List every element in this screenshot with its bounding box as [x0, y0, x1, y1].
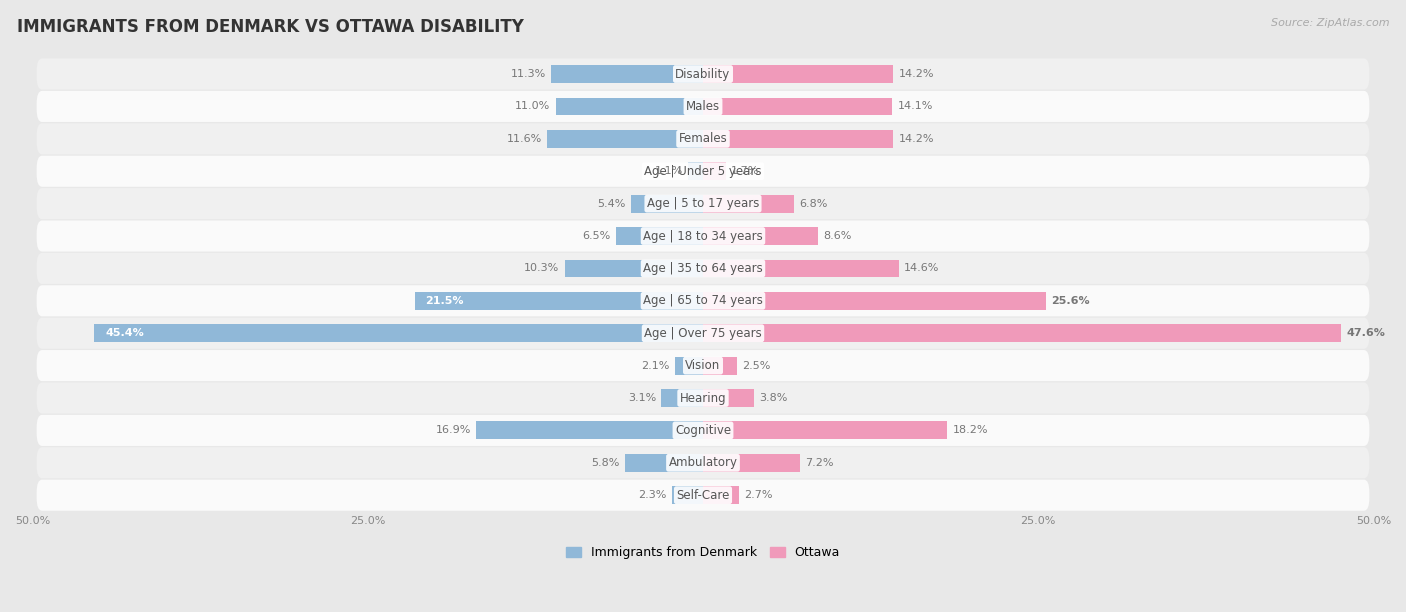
Text: Age | Over 75 years: Age | Over 75 years — [644, 327, 762, 340]
FancyBboxPatch shape — [37, 220, 1369, 252]
Bar — [661, 389, 703, 407]
Bar — [689, 162, 703, 180]
Text: Age | 18 to 34 years: Age | 18 to 34 years — [643, 230, 763, 242]
Text: 6.5%: 6.5% — [582, 231, 610, 241]
Bar — [555, 97, 703, 115]
Bar — [616, 227, 703, 245]
Text: Age | Under 5 years: Age | Under 5 years — [644, 165, 762, 177]
Legend: Immigrants from Denmark, Ottawa: Immigrants from Denmark, Ottawa — [561, 541, 845, 564]
Text: 10.3%: 10.3% — [524, 263, 560, 274]
Text: 6.8%: 6.8% — [800, 199, 828, 209]
FancyBboxPatch shape — [37, 155, 1369, 187]
Text: 47.6%: 47.6% — [1347, 328, 1385, 338]
Text: 14.2%: 14.2% — [898, 69, 934, 79]
Bar — [94, 324, 703, 342]
Text: 3.8%: 3.8% — [759, 393, 787, 403]
Text: 1.7%: 1.7% — [731, 166, 759, 176]
Text: Vision: Vision — [685, 359, 721, 372]
Bar — [703, 422, 948, 439]
Text: Self-Care: Self-Care — [676, 489, 730, 502]
Text: 7.2%: 7.2% — [804, 458, 834, 468]
Text: IMMIGRANTS FROM DENMARK VS OTTAWA DISABILITY: IMMIGRANTS FROM DENMARK VS OTTAWA DISABI… — [17, 18, 524, 36]
Text: 8.6%: 8.6% — [824, 231, 852, 241]
FancyBboxPatch shape — [37, 285, 1369, 316]
Text: Ambulatory: Ambulatory — [668, 457, 738, 469]
Text: 18.2%: 18.2% — [952, 425, 988, 435]
Bar — [703, 454, 800, 472]
Bar — [703, 292, 1046, 310]
FancyBboxPatch shape — [37, 382, 1369, 414]
Bar — [703, 195, 794, 212]
Bar — [703, 389, 754, 407]
Text: 11.3%: 11.3% — [510, 69, 546, 79]
Bar — [631, 195, 703, 212]
Text: 5.8%: 5.8% — [592, 458, 620, 468]
Bar — [703, 65, 893, 83]
Bar — [703, 130, 893, 147]
Bar — [703, 487, 740, 504]
FancyBboxPatch shape — [37, 188, 1369, 219]
Text: 2.1%: 2.1% — [641, 360, 669, 371]
Bar — [565, 259, 703, 277]
Text: Males: Males — [686, 100, 720, 113]
Text: 14.6%: 14.6% — [904, 263, 939, 274]
FancyBboxPatch shape — [37, 318, 1369, 349]
Text: Age | 35 to 64 years: Age | 35 to 64 years — [643, 262, 763, 275]
Text: 2.3%: 2.3% — [638, 490, 666, 500]
Text: 21.5%: 21.5% — [426, 296, 464, 306]
Text: 1.1%: 1.1% — [655, 166, 683, 176]
Text: 14.2%: 14.2% — [898, 134, 934, 144]
Text: Source: ZipAtlas.com: Source: ZipAtlas.com — [1271, 18, 1389, 28]
Text: 14.1%: 14.1% — [897, 102, 932, 111]
FancyBboxPatch shape — [37, 123, 1369, 154]
Bar — [703, 259, 898, 277]
Bar — [703, 324, 1341, 342]
Text: Hearing: Hearing — [679, 392, 727, 405]
Text: Disability: Disability — [675, 67, 731, 81]
Bar — [626, 454, 703, 472]
Bar — [703, 357, 737, 375]
Bar — [415, 292, 703, 310]
Text: 11.6%: 11.6% — [506, 134, 543, 144]
Text: 2.7%: 2.7% — [745, 490, 773, 500]
FancyBboxPatch shape — [37, 447, 1369, 479]
Text: Age | 5 to 17 years: Age | 5 to 17 years — [647, 197, 759, 210]
Bar — [672, 487, 703, 504]
Bar — [703, 162, 725, 180]
Bar — [675, 357, 703, 375]
Text: 45.4%: 45.4% — [105, 328, 143, 338]
FancyBboxPatch shape — [37, 480, 1369, 511]
Text: 25.6%: 25.6% — [1052, 296, 1090, 306]
Text: Age | 65 to 74 years: Age | 65 to 74 years — [643, 294, 763, 307]
FancyBboxPatch shape — [37, 415, 1369, 446]
Text: 16.9%: 16.9% — [436, 425, 471, 435]
FancyBboxPatch shape — [37, 253, 1369, 284]
Bar — [547, 130, 703, 147]
Text: 3.1%: 3.1% — [628, 393, 657, 403]
Bar — [551, 65, 703, 83]
Text: 5.4%: 5.4% — [598, 199, 626, 209]
Bar — [477, 422, 703, 439]
Text: Cognitive: Cognitive — [675, 424, 731, 437]
Text: 11.0%: 11.0% — [515, 102, 550, 111]
Text: Females: Females — [679, 132, 727, 145]
FancyBboxPatch shape — [37, 91, 1369, 122]
FancyBboxPatch shape — [37, 59, 1369, 89]
Bar — [703, 97, 891, 115]
FancyBboxPatch shape — [37, 350, 1369, 381]
Bar — [703, 227, 818, 245]
Text: 2.5%: 2.5% — [742, 360, 770, 371]
